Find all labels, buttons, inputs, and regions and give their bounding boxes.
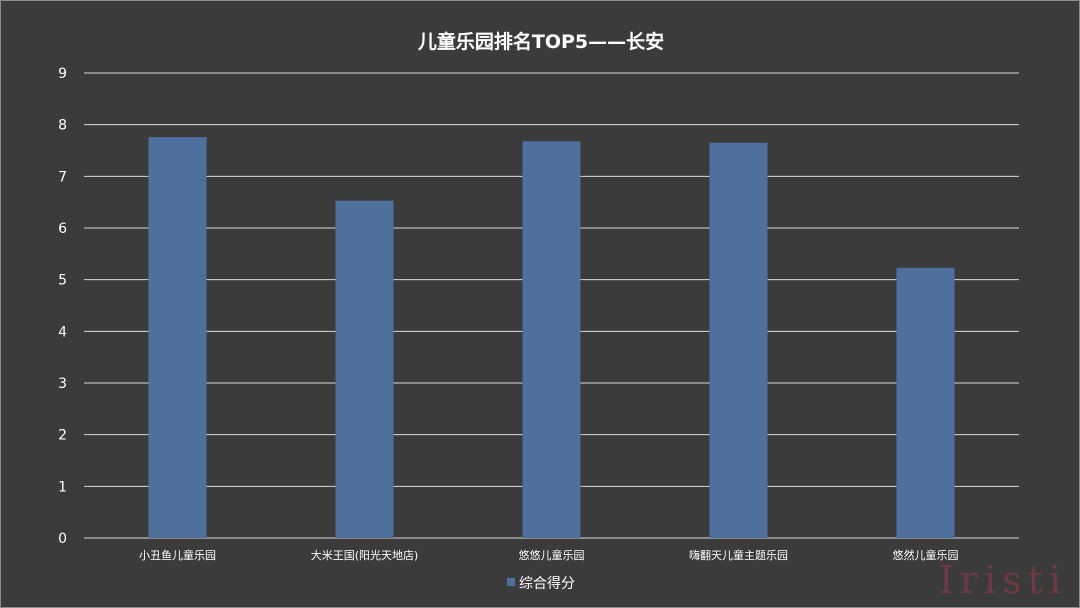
y-tick-label: 3 — [58, 376, 67, 392]
bar — [335, 200, 394, 538]
x-tick-label: 小丑鱼儿童乐园 — [139, 548, 216, 562]
bar — [896, 267, 955, 538]
watermark: Iristi — [939, 558, 1067, 602]
y-tick-label: 2 — [58, 428, 67, 444]
y-tick-label: 7 — [58, 169, 67, 185]
x-tick-label: 悠悠儿童乐园 — [519, 548, 585, 562]
y-tick-label: 0 — [58, 531, 67, 547]
legend-swatch — [507, 578, 515, 586]
bar — [522, 141, 581, 538]
y-tick-label: 5 — [58, 273, 67, 289]
y-tick-label: 6 — [58, 221, 67, 237]
bar — [709, 142, 768, 538]
x-tick-label: 大米王国(阳光天地店) — [311, 548, 419, 562]
x-axis: 小丑鱼儿童乐园 大米王国(阳光天地店) 悠悠儿童乐园 嗨翻天儿童主题乐园 悠然儿童乐园 — [139, 548, 959, 562]
y-tick-label: 8 — [58, 118, 67, 134]
y-tick-label: 1 — [58, 479, 67, 495]
chart-title: 儿童乐园排名TOP5——长安 — [417, 30, 664, 53]
bars — [148, 137, 955, 539]
x-tick-label: 嗨翻天儿童主题乐园 — [689, 548, 788, 562]
x-tick-label: 悠然儿童乐园 — [893, 548, 959, 562]
y-tick-label: 9 — [58, 66, 67, 82]
y-tick-label: 4 — [58, 324, 67, 340]
bar — [148, 137, 207, 539]
legend-label: 综合得分 — [519, 575, 575, 592]
legend: 综合得分 — [507, 575, 575, 592]
y-axis: 0 1 2 3 4 5 6 7 8 9 — [58, 66, 67, 547]
